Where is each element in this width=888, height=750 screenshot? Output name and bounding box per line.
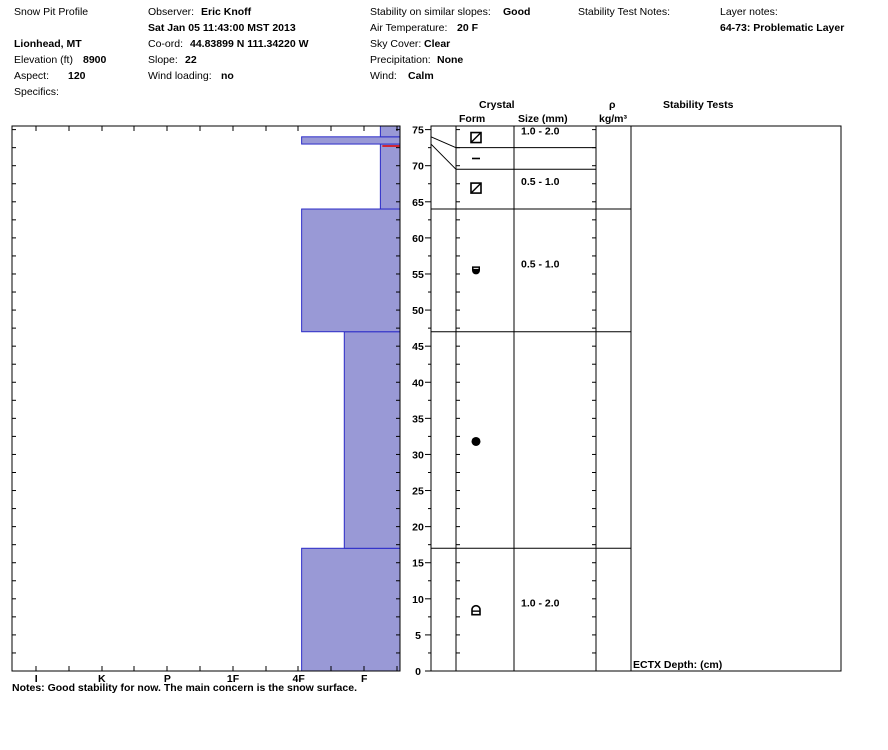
crystal-table: 1.0 - 2.0 0.5 - 1.0 0.5 - 1.0 1.0 - 2.0 (430, 125, 842, 672)
depth-tick-label: 50 (412, 305, 424, 317)
hardness-plot-frame (11, 125, 401, 672)
depth-tick-label: 5 (415, 630, 421, 642)
crystal-table-frame (430, 125, 842, 672)
crystal-form-rounded-faceted-icon (472, 266, 480, 275)
hardness-tick-label: F (361, 673, 368, 685)
depth-tick-label: 25 (412, 486, 424, 498)
crystal-size-label: 0.5 - 1.0 (521, 176, 560, 188)
sky-cover-label: Sky Cover: (370, 38, 422, 50)
stability-value: Good (503, 6, 531, 18)
hardness-layers (301, 125, 401, 672)
depth-tick-label: 20 (412, 522, 424, 534)
wind-loading-label: Wind loading: (148, 70, 212, 82)
hardness-layer-bar (379, 143, 401, 210)
row-connector (430, 136, 457, 149)
precipitation-label: Precipitation: (370, 54, 431, 66)
hardness-tick-label: I (35, 673, 38, 685)
wind-label: Wind: (370, 70, 397, 82)
observer-value: Eric Knoff (201, 6, 252, 18)
observer-label: Observer: (148, 6, 195, 18)
stability-test-notes-label: Stability Test Notes: (578, 6, 671, 18)
crystal-form-depth-hoar-icon (471, 604, 481, 616)
depth-tick-label: 60 (412, 233, 424, 245)
aspect-label: Aspect: (14, 70, 50, 82)
crystal-form-faceted-icon (470, 182, 482, 194)
depth-tick-label: 70 (412, 161, 424, 173)
form-header: Form (459, 113, 486, 125)
precipitation-value: None (437, 54, 464, 66)
elevation-label: Elevation (ft) (14, 54, 73, 66)
depth-tick-label: 75 (412, 125, 424, 137)
stability-test-entry: ECTX Depth: (cm) (633, 659, 722, 671)
hardness-tick-label: P (164, 673, 171, 685)
hardness-layer-bar (343, 331, 401, 549)
row-connector (430, 143, 457, 170)
notes: Notes: Good stability for now. The main … (12, 682, 357, 694)
crystal-size-label: 0.5 - 1.0 (521, 258, 560, 270)
hardness-layer-bar (301, 136, 401, 145)
hardness-frame (11, 125, 401, 672)
depth-tick-label: 40 (412, 377, 424, 389)
hardness-ticks: I K P 1F 4F F (35, 126, 398, 685)
faceted-square-icon (470, 182, 482, 194)
hardness-tick-label: 4F (293, 673, 306, 685)
density-header: ρ (609, 99, 616, 111)
air-temp-value: 20 F (457, 22, 479, 34)
depth-tick-label: 45 (412, 341, 424, 353)
crystal-header: Crystal (479, 99, 515, 111)
datetime: Sat Jan 05 11:43:00 MST 2013 (148, 22, 296, 34)
depth-tick-label: 65 (412, 197, 424, 209)
wind-value: Calm (408, 70, 434, 82)
depth-tick-label: 55 (412, 269, 424, 281)
crystal-size-label: 1.0 - 2.0 (521, 126, 560, 138)
specifics-label: Specifics: (14, 86, 59, 98)
hardness-layer-bar (301, 208, 401, 333)
hardness-layer-bar (301, 547, 401, 672)
coord-value: 44.83899 N 111.34220 W (190, 38, 309, 50)
depth-hoar-icon (471, 604, 481, 616)
layer-notes-label: Layer notes: (720, 6, 778, 18)
faceted-square-icon (470, 131, 482, 144)
faceted-diagonal-icon (470, 182, 482, 194)
wind-loading-value: no (221, 70, 234, 82)
slope-label: Slope: (148, 54, 178, 66)
depth-tick-label: 30 (412, 449, 424, 461)
stability-label: Stability on similar slopes: (370, 6, 491, 18)
depth-tick-label: 15 (412, 558, 424, 570)
location: Lionhead, MT (14, 38, 82, 50)
elevation-value: 8900 (83, 54, 107, 66)
aspect-value: 120 (68, 70, 86, 82)
crystal-size-label: 1.0 - 2.0 (521, 598, 560, 610)
round-grain-icon (471, 436, 481, 446)
faceted-diagonal-icon (470, 132, 482, 144)
depth-tick-label: 10 (412, 594, 424, 606)
rounded-facet-icon (472, 266, 480, 275)
slope-value: 22 (185, 54, 197, 66)
hardness-tick-label: K (98, 673, 106, 685)
crystal-form-faceted-icon (470, 131, 482, 144)
depth-tick-label: 35 (412, 413, 424, 425)
layer-notes-value: 64-73: Problematic Layer (720, 22, 845, 34)
page-title: Snow Pit Profile (14, 6, 89, 18)
sky-cover-value: Clear (424, 38, 451, 50)
depth-tick-label: 0 (415, 666, 421, 678)
stability-tests-header: Stability Tests (663, 99, 734, 111)
density-unit: kg/m³ (599, 113, 628, 125)
air-temp-label: Air Temperature: (370, 22, 448, 34)
crystal-form-round-icon (471, 436, 481, 446)
hardness-tick-label: 1F (227, 673, 240, 685)
coord-label: Co-ord: (148, 38, 184, 50)
size-header: Size (mm) (518, 113, 568, 125)
